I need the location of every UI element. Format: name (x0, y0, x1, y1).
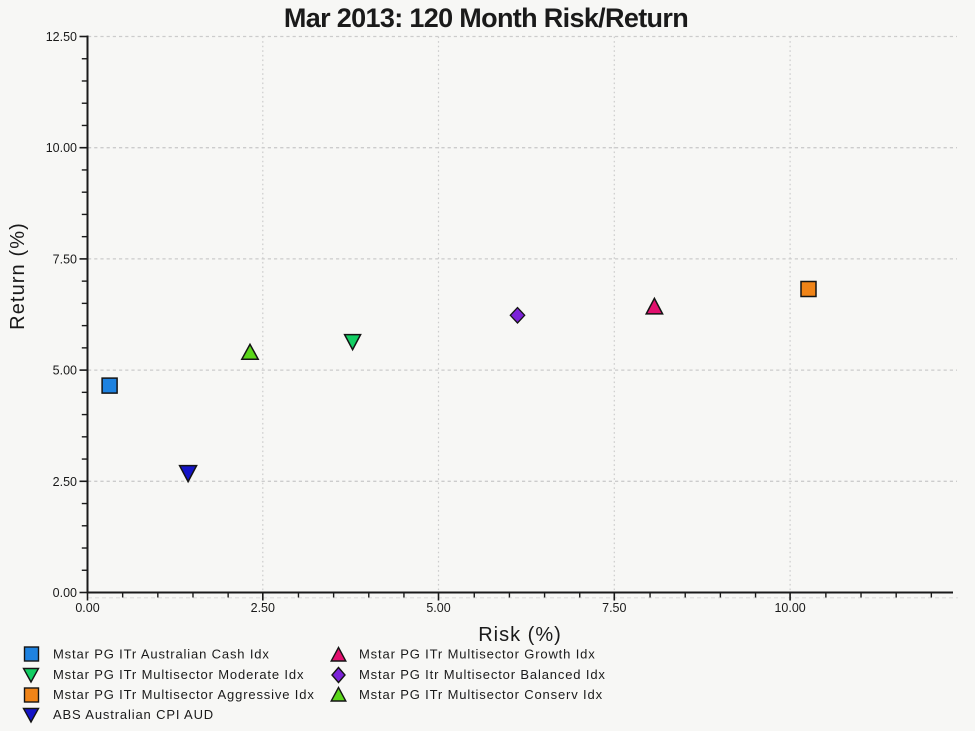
svg-text:7.50: 7.50 (53, 252, 77, 266)
svg-text:Mstar PG ITr Multisector Aggre: Mstar PG ITr Multisector Aggressive Idx (53, 687, 315, 702)
svg-text:ABS Australian CPI AUD: ABS Australian CPI AUD (53, 707, 214, 722)
svg-text:Mar 2013: 120 Month Risk/Retur: Mar 2013: 120 Month Risk/Return (284, 3, 688, 33)
svg-text:0.00: 0.00 (75, 601, 99, 615)
svg-text:2.50: 2.50 (251, 601, 275, 615)
svg-text:Mstar PG ITr Multisector Growt: Mstar PG ITr Multisector Growth Idx (359, 647, 596, 662)
svg-text:Mstar PG ITr Multisector Moder: Mstar PG ITr Multisector Moderate Idx (53, 667, 304, 682)
svg-text:Risk (%): Risk (%) (478, 624, 562, 646)
svg-text:Mstar PG ITr Australian Cash I: Mstar PG ITr Australian Cash Idx (53, 647, 270, 662)
svg-text:2.50: 2.50 (53, 475, 77, 489)
svg-text:10.00: 10.00 (774, 601, 805, 615)
svg-text:Mstar PG Itr Multisector Balan: Mstar PG Itr Multisector Balanced Idx (359, 667, 606, 682)
svg-text:Mstar PG ITr Multisector Conse: Mstar PG ITr Multisector Conserv Idx (359, 687, 603, 702)
svg-text:5.00: 5.00 (426, 601, 450, 615)
svg-text:5.00: 5.00 (53, 364, 77, 378)
svg-text:0.00: 0.00 (53, 586, 77, 600)
svg-text:10.00: 10.00 (46, 141, 77, 155)
svg-text:12.50: 12.50 (46, 30, 77, 44)
svg-text:Return (%): Return (%) (7, 222, 29, 330)
svg-text:7.50: 7.50 (602, 601, 626, 615)
